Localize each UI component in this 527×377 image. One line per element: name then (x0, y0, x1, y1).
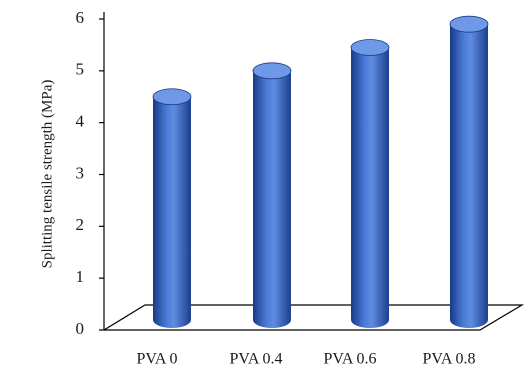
y-tick-label: 4 (76, 112, 85, 131)
y-axis-label: Splitting tensile strength (MPa) (39, 80, 55, 269)
y-tick-label: 5 (76, 60, 85, 79)
y-tick-label: 3 (76, 163, 85, 182)
y-tick-label: 0 (76, 319, 85, 338)
bar-3 (350, 39, 390, 329)
bar-top (350, 39, 390, 56)
axes (103, 12, 525, 331)
x-tick-label: PVA 0 (136, 351, 177, 368)
bar-body (351, 47, 389, 329)
y-tick-label: 6 (76, 8, 85, 27)
bar-2 (252, 62, 292, 328)
bar-body (153, 96, 191, 328)
bar-top (252, 62, 292, 80)
y-ticks: 0 1 2 3 4 5 6 (76, 8, 104, 338)
x-tick-label: PVA 0.4 (229, 351, 282, 368)
bar-1 (152, 88, 192, 328)
bar-4 (449, 15, 489, 329)
bar-body (253, 70, 291, 328)
bar-top (449, 15, 489, 33)
y-tick-label: 1 (76, 267, 85, 286)
bars (152, 15, 489, 329)
y-tick-label: 2 (76, 215, 85, 234)
x-tick-label: PVA 0.6 (323, 351, 376, 368)
bar-top (152, 88, 192, 106)
floor-plane (103, 304, 525, 331)
x-tick-labels: PVA 0 PVA 0.4 PVA 0.6 PVA 0.8 (136, 351, 475, 368)
x-tick-label: PVA 0.8 (422, 351, 475, 368)
bar-body (450, 24, 488, 329)
